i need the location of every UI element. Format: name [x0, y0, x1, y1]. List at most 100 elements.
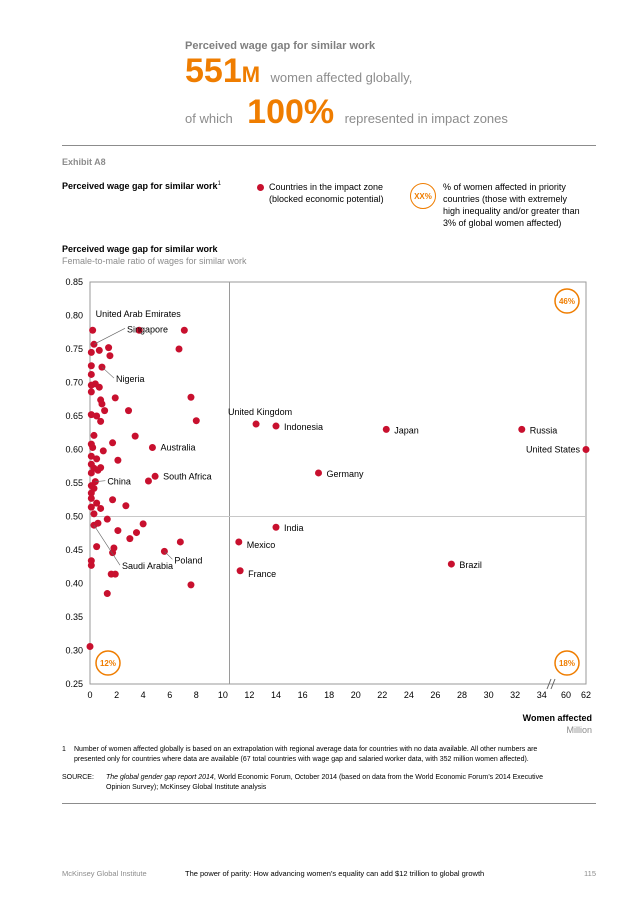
data-point	[106, 352, 114, 360]
data-point	[187, 393, 195, 401]
source-line-2: Opinion Survey); McKinsey Global Institu…	[106, 784, 267, 791]
x-tick-label: 60	[561, 690, 571, 700]
point-label: Nigeria	[116, 374, 145, 384]
point-label: France	[248, 569, 276, 579]
y-tick-label: 0.65	[65, 411, 83, 421]
exhibit-subtitle: Perceived wage gap for similar work1	[62, 181, 221, 191]
data-point	[131, 432, 139, 440]
data-point	[235, 538, 243, 546]
x-tick-label: 8	[194, 690, 199, 700]
y-tick-label: 0.40	[65, 579, 83, 589]
data-point	[87, 452, 95, 460]
data-point	[109, 496, 117, 504]
big-number-women: 551	[185, 52, 242, 90]
data-point	[97, 417, 105, 425]
data-point	[93, 543, 101, 551]
label-leader-line	[93, 328, 126, 345]
x-axis-title: Women affected	[522, 713, 592, 723]
point-label: Australia	[160, 442, 195, 452]
point-label: Germany	[327, 469, 365, 479]
headline-line-1: 551M women affected globally,	[185, 52, 412, 92]
data-point	[236, 567, 244, 575]
legend-circle-line-1: % of women affected in priority	[443, 182, 566, 192]
point-label: Russia	[530, 425, 558, 435]
headline-line-2: of which 100% represented in impact zone…	[185, 93, 508, 133]
x-tick-label: 28	[457, 690, 467, 700]
data-point	[89, 443, 97, 451]
footnote-line-1: Number of women affected globally is bas…	[74, 746, 538, 753]
legend-dot-description: Countries in the impact zone (blocked ec…	[269, 181, 384, 205]
data-point	[87, 362, 95, 370]
quadrant-share-label: 12%	[100, 659, 116, 668]
data-point	[126, 535, 134, 543]
point-label: Brazil	[459, 560, 482, 570]
data-point	[97, 504, 105, 512]
data-point	[87, 348, 95, 356]
footnote-marker: 1	[217, 181, 221, 187]
data-point	[87, 388, 95, 396]
data-point	[87, 469, 95, 477]
label-leader-line	[164, 551, 173, 560]
point-label: Japan	[394, 425, 419, 435]
y-tick-label: 0.60	[65, 445, 83, 455]
x-tick-label: 26	[430, 690, 440, 700]
headline-text-2: represented in impact zones	[344, 111, 508, 126]
chart-subtitle: Female-to-male ratio of wages for simila…	[62, 256, 247, 266]
point-label: Mexico	[247, 540, 276, 550]
x-tick-label: 16	[298, 690, 308, 700]
data-point	[86, 642, 94, 650]
data-point	[103, 590, 111, 598]
data-point	[180, 326, 188, 334]
data-point	[90, 510, 98, 518]
data-point	[148, 443, 156, 451]
chart-points	[86, 326, 590, 650]
point-label: Indonesia	[284, 422, 323, 432]
data-point	[133, 529, 140, 537]
data-point	[114, 527, 122, 535]
data-point	[87, 370, 95, 378]
data-point	[175, 345, 183, 353]
x-tick-label: 4	[141, 690, 146, 700]
point-label: Saudi Arabia	[122, 561, 173, 571]
legend-circle-line-2: countries (those with extremely	[443, 194, 568, 204]
data-point	[103, 515, 111, 523]
chart-title: Perceived wage gap for similar work	[62, 244, 218, 254]
data-point	[176, 538, 184, 546]
data-point	[95, 346, 103, 354]
data-point	[151, 472, 159, 480]
data-point	[87, 561, 95, 569]
footer-publisher: McKinsey Global Institute	[62, 869, 147, 878]
headline-text-1: women affected globally,	[270, 70, 413, 85]
data-point	[90, 431, 98, 439]
data-point	[89, 326, 97, 334]
x-tick-label: 22	[377, 690, 387, 700]
y-tick-label: 0.50	[65, 512, 83, 522]
data-point	[252, 420, 260, 428]
page-heading: Perceived wage gap for similar work	[185, 40, 376, 52]
chart-point-labels: United States Russia Japan Indonesia United …	[93, 309, 581, 579]
data-point	[93, 412, 101, 420]
legend-circle-icon: XX%	[410, 183, 436, 209]
big-number-percent: 100%	[247, 93, 335, 131]
exhibit-label: Exhibit A8	[62, 157, 106, 167]
data-point	[93, 499, 101, 507]
source-line-1: , World Economic Forum, October 2014 (ba…	[213, 774, 543, 781]
data-point	[518, 425, 526, 433]
data-point	[87, 494, 95, 502]
x-tick-label: 2	[114, 690, 119, 700]
big-number-unit: M	[241, 62, 261, 87]
source-block: SOURCE: The global gender gap report 201…	[62, 773, 602, 793]
data-point	[122, 502, 130, 510]
x-tick-label: 32	[510, 690, 520, 700]
x-tick-label: 20	[351, 690, 361, 700]
exhibit-subtitle-text: Perceived wage gap for similar work	[62, 181, 218, 191]
y-tick-label: 0.45	[65, 545, 83, 555]
data-point	[111, 394, 119, 402]
point-label: United States	[526, 445, 581, 455]
data-point	[94, 466, 102, 474]
point-label: China	[107, 477, 131, 487]
scatter-chart: 0.85 0.80 0.75 0.70 0.65 0.60 0.55 0.50 0.45 0.40…	[65, 277, 591, 700]
data-point	[95, 383, 103, 391]
y-tick-label: 0.85	[65, 277, 83, 287]
data-point	[111, 570, 119, 578]
